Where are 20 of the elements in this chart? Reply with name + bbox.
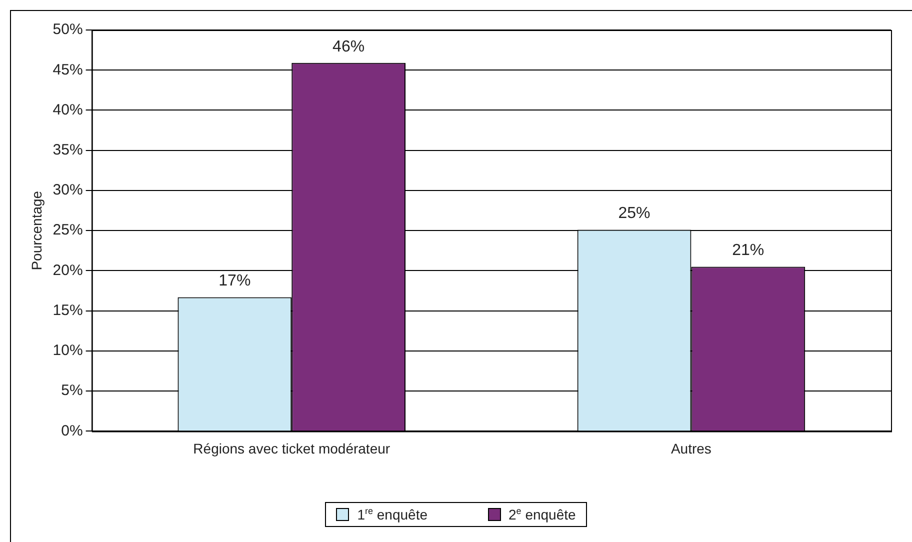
legend-label: 1$^{re}$ enquête	[357, 506, 428, 523]
y-tick-label: 5%	[61, 382, 83, 400]
y-tick-label: 30%	[52, 182, 83, 199]
data-label: 25%	[618, 205, 650, 222]
x-tick-label: Autres	[670, 440, 712, 456]
y-tick-label: 20%	[52, 262, 83, 279]
y-tick-label: 0%	[61, 422, 83, 440]
y-tick-label: 35%	[52, 142, 83, 158]
y-axis-title: Pourcentage	[28, 190, 44, 270]
y-tick-label: 25%	[52, 222, 83, 239]
y-tick-label: 45%	[52, 61, 83, 78]
y-tick-label: 15%	[52, 302, 83, 319]
y-tick-label: 10%	[52, 342, 83, 360]
data-label: 17%	[218, 272, 251, 290]
data-label: 46%	[332, 38, 365, 56]
legend-label: 2$^{e}$ enquête	[508, 506, 576, 523]
y-tick-label: 40%	[52, 101, 83, 118]
y-tick-label: 50%	[52, 21, 83, 38]
data-label: 21%	[732, 242, 764, 260]
x-tick-label: Régions avec ticket modérateur	[193, 440, 390, 456]
